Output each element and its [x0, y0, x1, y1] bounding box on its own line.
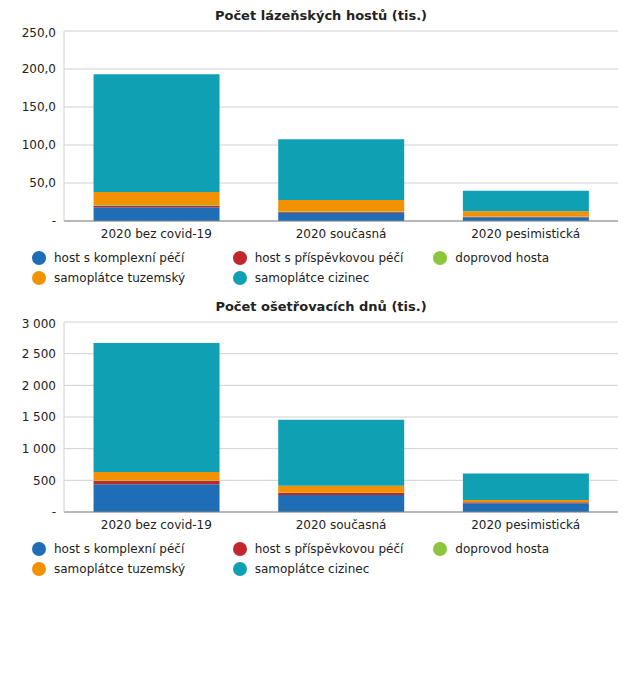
svg-text:100,0: 100,0: [22, 138, 56, 152]
svg-text:2020 pesimistická: 2020 pesimistická: [471, 518, 580, 532]
html-text:samoplátce tuzemský: samoplátce tuzemský: [54, 562, 185, 576]
html-text:doprovod hosta: doprovod hosta: [455, 542, 550, 556]
svg-text:-: -: [52, 505, 56, 519]
svg-text:250,0: 250,0: [22, 26, 56, 40]
html-text:samoplátce tuzemský: samoplátce tuzemský: [54, 271, 185, 285]
html-text:Počet lázeňských hostů (tis.): Počet lázeňských hostů (tis.): [215, 8, 427, 23]
svg-text:1 500: 1 500: [22, 410, 56, 424]
html-text:doprovod hosta: doprovod hosta: [455, 251, 550, 265]
html-text:host s příspěvkovou péčí: host s příspěvkovou péčí: [254, 542, 404, 556]
html-text:host s příspěvkovou péčí: host s příspěvkovou péčí: [254, 251, 404, 265]
svg-text:50,0: 50,0: [29, 176, 56, 190]
svg-text:2020 bez covid-19: 2020 bez covid-19: [101, 227, 212, 241]
svg-text:150,0: 150,0: [22, 100, 56, 114]
svg-text:500: 500: [33, 474, 56, 488]
html-text:host s komplexní péčí: host s komplexní péčí: [54, 542, 185, 556]
html-text:samoplátce cizinec: samoplátce cizinec: [254, 271, 370, 285]
svg-text:2020 pesimistická: 2020 pesimistická: [471, 227, 580, 241]
html-text:samoplátce cizinec: samoplátce cizinec: [254, 562, 370, 576]
svg-text:2020 současná: 2020 současná: [296, 227, 387, 241]
svg-text:200,0: 200,0: [22, 62, 56, 76]
svg-text:3 000: 3 000: [22, 317, 56, 331]
svg-text:2020 současná: 2020 současná: [296, 518, 387, 532]
html-text:host s komplexní péčí: host s komplexní péčí: [54, 251, 185, 265]
html-text:Počet ošetřovacích dnů (tis.): Počet ošetřovacích dnů (tis.): [215, 299, 427, 314]
svg-text:-: -: [52, 214, 56, 228]
svg-text:2 500: 2 500: [22, 347, 56, 361]
svg-text:2 000: 2 000: [22, 379, 56, 393]
svg-text:1 000: 1 000: [22, 442, 56, 456]
svg-text:2020 bez covid-19: 2020 bez covid-19: [101, 518, 212, 532]
